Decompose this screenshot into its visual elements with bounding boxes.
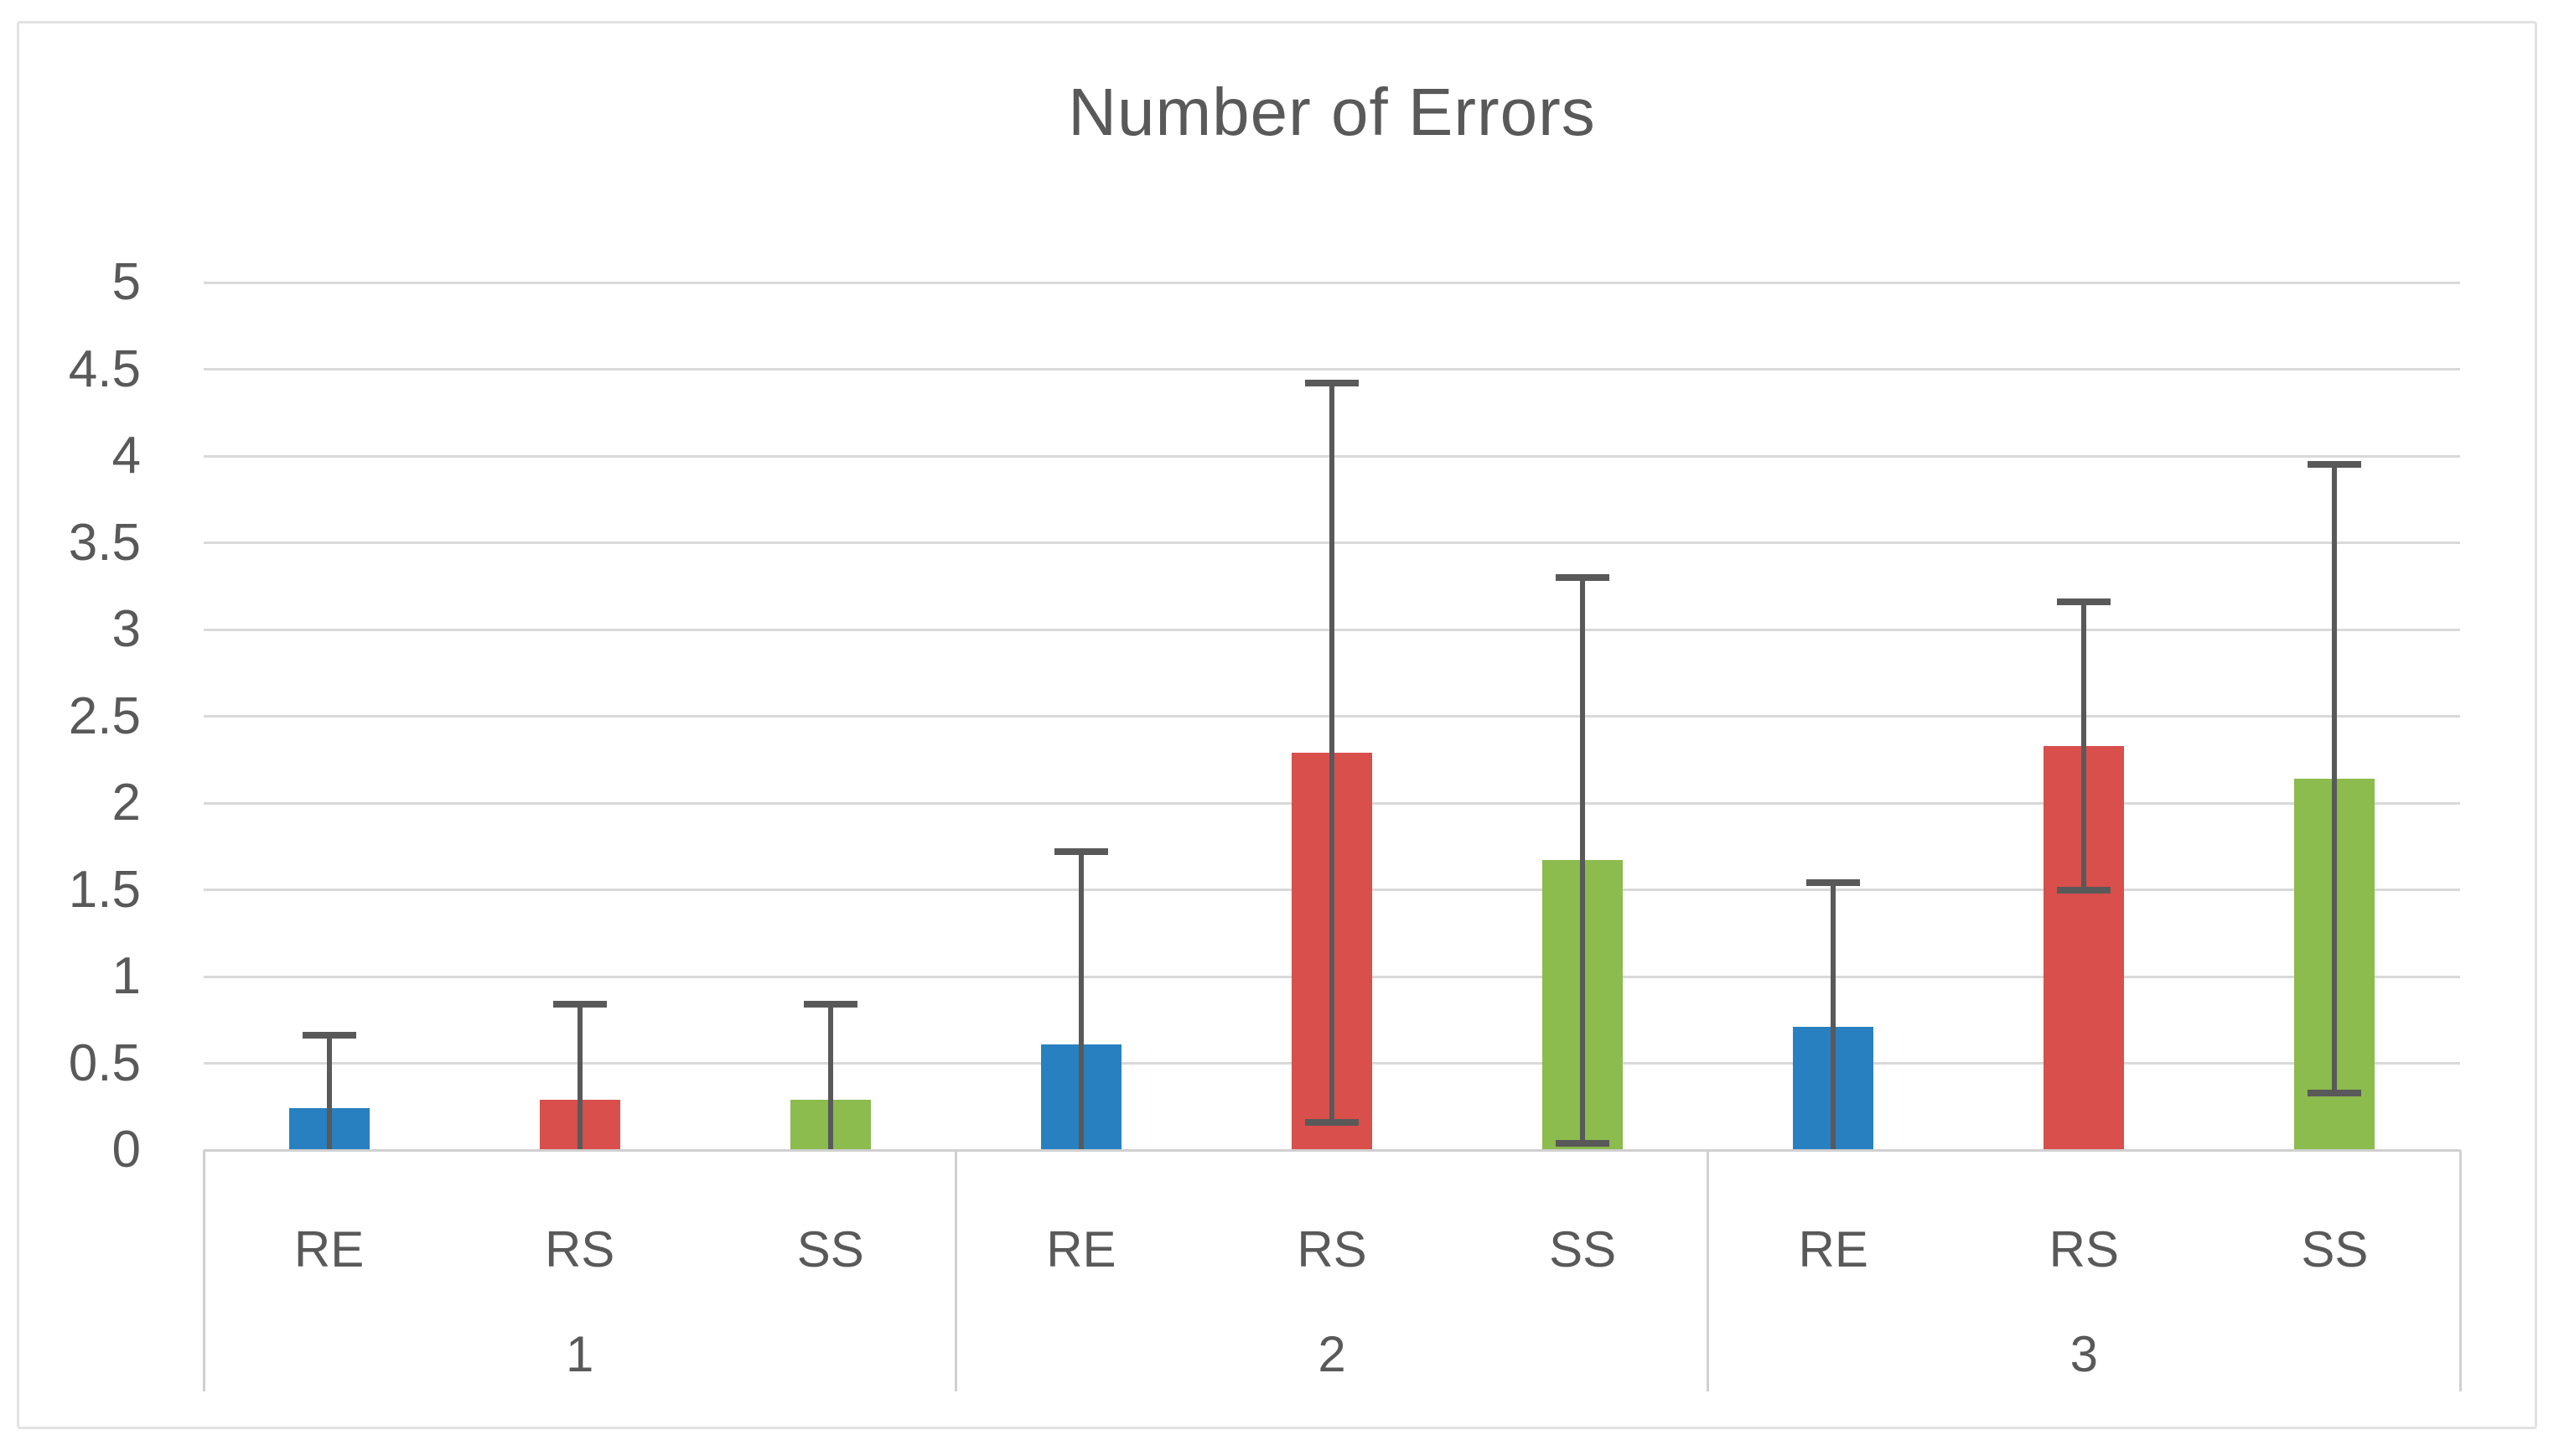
subcategory-label: RE xyxy=(293,1221,365,1277)
error-bar-line xyxy=(577,1004,583,1150)
error-bar-top-cap xyxy=(1305,380,1359,387)
y-axis-tick-label: 0 xyxy=(111,1121,141,1179)
group-label: 2 xyxy=(1318,1326,1346,1382)
y-axis-tick-label: 5 xyxy=(111,253,141,311)
y-axis-tick-label: 1 xyxy=(111,947,141,1005)
error-bar-top-cap xyxy=(302,1032,356,1039)
error-bar-top-cap xyxy=(1806,879,1861,887)
error-bar-top-cap xyxy=(803,1001,857,1008)
error-bar-line xyxy=(827,1004,833,1150)
group-label: 3 xyxy=(2069,1326,2099,1382)
error-bar-top-cap xyxy=(1054,847,1108,855)
error-bar-line xyxy=(2081,601,2087,890)
y-axis-tick-label: 3 xyxy=(111,600,141,658)
error-bar-line xyxy=(1580,577,1586,1143)
error-bar-bottom-cap xyxy=(1556,1139,1610,1147)
group-label: 1 xyxy=(565,1326,594,1382)
error-bar-line xyxy=(1329,383,1334,1122)
y-axis-tick-label: 2 xyxy=(111,774,141,832)
error-bar-bottom-cap xyxy=(2057,886,2111,894)
gridline xyxy=(204,281,2460,284)
error-bar-line xyxy=(326,1035,332,1150)
error-bar-bottom-cap xyxy=(1305,1118,1359,1126)
category-separator xyxy=(954,1150,957,1391)
error-bar-line xyxy=(1831,883,1836,1150)
x-axis-line xyxy=(204,1148,2460,1152)
category-separator xyxy=(1707,1150,1710,1391)
y-axis-tick-label: 2.5 xyxy=(68,687,141,745)
y-axis-tick-label: 4.5 xyxy=(68,339,141,398)
error-bar-line xyxy=(2332,464,2338,1093)
gridline xyxy=(204,368,2460,370)
error-bar-line xyxy=(1078,851,1084,1150)
subcategory-label: RE xyxy=(1046,1221,1116,1277)
category-box-left-edge xyxy=(202,1150,205,1391)
error-bar-top-cap xyxy=(2057,598,2111,605)
category-box-right-edge xyxy=(2458,1150,2462,1391)
error-bar-bottom-cap xyxy=(2308,1089,2362,1096)
y-axis-tick-label: 0.5 xyxy=(68,1034,141,1092)
chart-frame xyxy=(17,21,2537,1429)
error-bar-top-cap xyxy=(552,1001,607,1008)
y-axis-tick-label: 4 xyxy=(111,427,141,484)
subcategory-label: RS xyxy=(2049,1221,2119,1277)
subcategory-label: RS xyxy=(1297,1221,1367,1277)
subcategory-label: SS xyxy=(796,1221,864,1277)
subcategory-label: RE xyxy=(1798,1221,1868,1277)
chart-title: Number of Errors xyxy=(1068,75,1596,149)
y-axis-tick-label: 1.5 xyxy=(68,860,141,919)
subcategory-label: SS xyxy=(1549,1221,1617,1277)
error-bar-top-cap xyxy=(1556,573,1610,581)
error-bar-top-cap xyxy=(2308,461,2362,469)
subcategory-label: SS xyxy=(2301,1221,2369,1277)
subcategory-label: RS xyxy=(544,1221,615,1277)
y-axis-tick-label: 3.5 xyxy=(68,513,141,572)
